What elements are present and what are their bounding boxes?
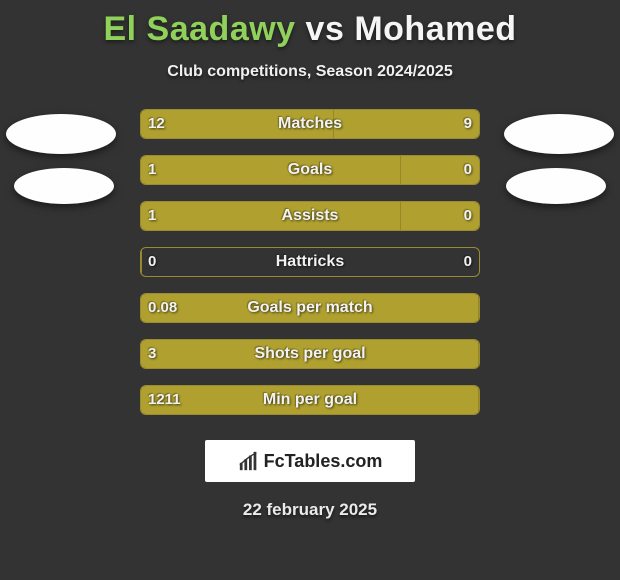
stat-row: 1211Min per goal (0, 385, 620, 415)
stats-chart: 129Matches 10Goals 10Assists 00Hattricks 0.0… (0, 109, 620, 415)
stat-label: Assists (140, 201, 480, 231)
stat-row: 129Matches (0, 109, 620, 139)
vs-text: vs (306, 10, 345, 48)
subtitle: Club competitions, Season 2024/2025 (0, 63, 620, 81)
comparison-title: El Saadawy vs Mohamed (0, 0, 620, 49)
logo-text: FcTables.com (264, 451, 383, 472)
stat-label: Goals per match (140, 293, 480, 323)
date-label: 22 february 2025 (0, 500, 620, 520)
stat-row: 00Hattricks (0, 247, 620, 277)
stat-label: Min per goal (140, 385, 480, 415)
player1-name: El Saadawy (103, 10, 295, 48)
stat-row: 10Goals (0, 155, 620, 185)
stat-label: Shots per goal (140, 339, 480, 369)
site-logo: FcTables.com (205, 440, 415, 482)
player2-name: Mohamed (354, 10, 516, 48)
stat-label: Goals (140, 155, 480, 185)
stat-row: 0.08Goals per match (0, 293, 620, 323)
chart-icon (238, 450, 260, 472)
stat-row: 3Shots per goal (0, 339, 620, 369)
stat-label: Matches (140, 109, 480, 139)
stat-label: Hattricks (140, 247, 480, 277)
stat-row: 10Assists (0, 201, 620, 231)
